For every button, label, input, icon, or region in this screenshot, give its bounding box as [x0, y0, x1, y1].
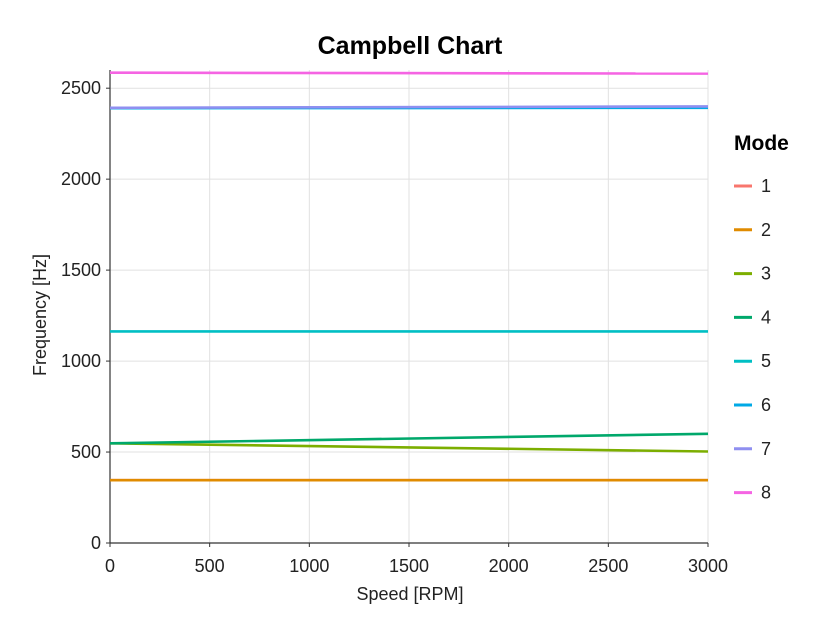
legend-label-mode-3: 3 [761, 264, 771, 284]
legend-title: Mode [734, 132, 789, 155]
y-tick-label: 2500 [61, 78, 101, 98]
x-tick-label: 0 [105, 556, 115, 576]
legend: Mode 1 2 3 4 5 6 7 8 [734, 132, 789, 503]
y-axis-label: Frequency [Hz] [30, 254, 50, 376]
y-tick-label: 1500 [61, 260, 101, 280]
x-axis-label: Speed [RPM] [356, 584, 463, 604]
series-line-mode-4 [109, 432, 709, 445]
y-tick-label: 500 [71, 442, 101, 462]
legend-label-mode-5: 5 [761, 351, 771, 371]
x-tick-label: 2000 [489, 556, 529, 576]
x-tick-label: 1500 [389, 556, 429, 576]
series-lines [109, 71, 709, 482]
y-tick-label: 1000 [61, 351, 101, 371]
legend-label-mode-2: 2 [761, 220, 771, 240]
series-line-mode-7 [109, 105, 709, 110]
axes [106, 70, 709, 547]
legend-label-mode-1: 1 [761, 176, 771, 196]
grid [110, 70, 709, 543]
y-tick-label: 2000 [61, 169, 101, 189]
chart-title: Campbell Chart [318, 32, 503, 60]
series-line-mode-3 [109, 442, 709, 453]
series-line-mode-8 [109, 71, 709, 75]
tick-labels: 0 500 1000 1500 2000 2500 3000 0 500 1000 1500 2000… [61, 78, 728, 576]
x-tick-label: 500 [195, 556, 225, 576]
legend-label-mode-8: 8 [761, 483, 771, 503]
x-tick-label: 2500 [588, 556, 628, 576]
legend-label-mode-7: 7 [761, 439, 771, 459]
x-tick-label: 3000 [688, 556, 728, 576]
legend-label-mode-4: 4 [761, 307, 771, 327]
legend-label-mode-6: 6 [761, 395, 771, 415]
x-tick-label: 1000 [289, 556, 329, 576]
y-tick-label: 0 [91, 533, 101, 553]
